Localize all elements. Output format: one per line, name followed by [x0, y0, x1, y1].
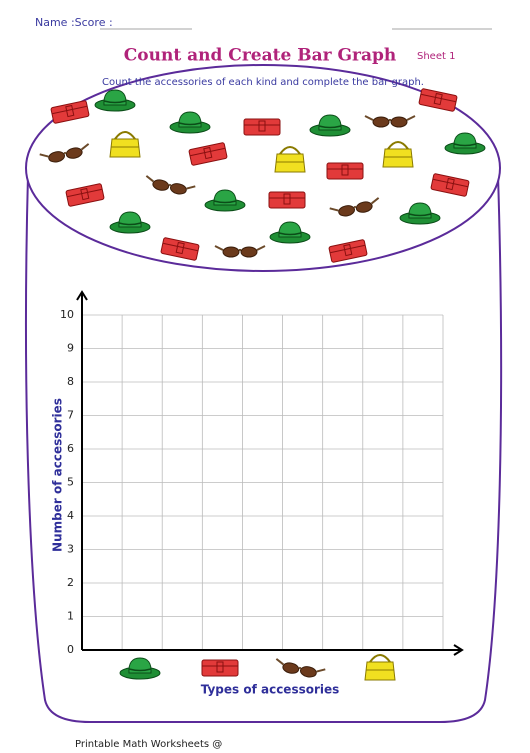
y-tick-label: 7 [67, 409, 74, 422]
clutch-icon [243, 118, 281, 136]
y-tick-label: 8 [67, 375, 74, 388]
y-tick-label: 0 [67, 643, 74, 656]
y-tick-label: 5 [67, 476, 74, 489]
clutch-icon [201, 659, 239, 677]
y-tick-label: 9 [67, 342, 74, 355]
title: Count and Create Bar Graph [124, 46, 396, 66]
bar-graph: 0 1 2 3 4 5 6 7 8 9 10 [60, 290, 464, 656]
x-axis [82, 644, 464, 656]
x-axis-label: Types of accessories [201, 683, 340, 697]
sheet-label: Sheet 1 [417, 51, 455, 62]
y-tick-label: 3 [67, 543, 74, 556]
y-tick-label: 10 [60, 308, 74, 321]
y-axis [76, 290, 88, 650]
jar-body [24, 174, 503, 723]
jar-lid [25, 64, 501, 272]
instruction: Count the accessories of each kind and c… [102, 77, 424, 88]
y-tick-label: 4 [67, 509, 74, 522]
clutch-icon [326, 162, 364, 180]
footer: Printable Math Worksheets @ [75, 739, 222, 749]
y-tick-label: 6 [67, 442, 74, 455]
y-tick-label: 1 [67, 610, 74, 623]
y-tick-label: 2 [67, 576, 74, 589]
name-score-label: Name :Score : [35, 16, 113, 29]
clutch-icon [268, 191, 306, 209]
y-axis-label: Number of accessories [51, 398, 65, 552]
